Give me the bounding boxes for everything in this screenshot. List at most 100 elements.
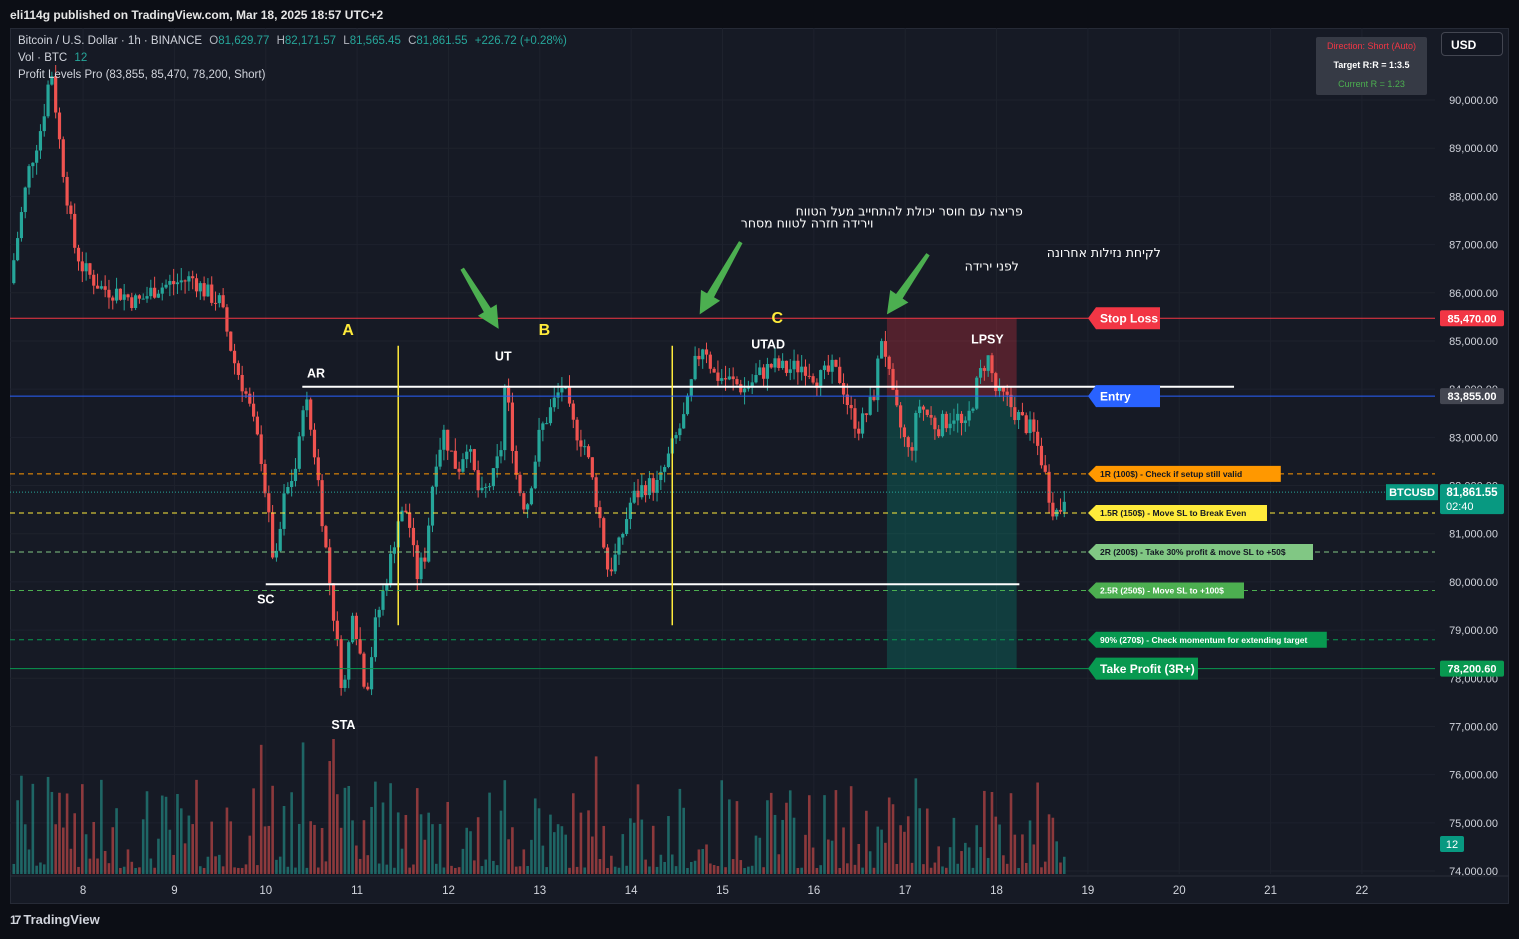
candle-body: [792, 360, 796, 370]
volume-bar: [937, 846, 940, 874]
volume-bar: [309, 821, 312, 874]
volume-bar: [549, 814, 552, 874]
candle-body: [423, 557, 427, 562]
volume-bar: [495, 865, 499, 874]
candle-body: [134, 295, 138, 308]
candle-body: [522, 493, 526, 510]
volume-bar: [50, 791, 54, 874]
volume-bar: [454, 867, 457, 874]
volume-bar: [545, 867, 548, 874]
1.5r-tag: 1.5R (150$) - Move SL to Break Even: [1088, 504, 1267, 521]
tradingview-brand[interactable]: 17 TradingView: [10, 912, 100, 927]
volume-bar: [73, 813, 77, 874]
currency-button[interactable]: USD: [1441, 32, 1503, 56]
volume-bar: [442, 867, 446, 874]
volume-bar: [617, 867, 621, 874]
current-r-text: Current R = 1.23: [1338, 79, 1405, 89]
volume-bar: [648, 866, 651, 874]
symbol-tag: BTCUSD: [1389, 487, 1435, 499]
volume-bar: [834, 790, 838, 874]
volume-bar: [160, 795, 164, 874]
annotation-arrow-icon: [886, 253, 930, 315]
candle-body: [674, 435, 678, 439]
volume-bar: [381, 802, 385, 874]
volume-bar: [781, 819, 784, 874]
candle-body: [95, 285, 100, 289]
annotation-arrow-icon: [460, 267, 499, 329]
volume-legend: Vol · BTC 12: [18, 52, 87, 64]
stop-loss-tag-bg: [1088, 307, 1160, 330]
volume-bar: [518, 866, 522, 874]
volume-bar: [712, 865, 716, 874]
volume-bar: [925, 808, 929, 874]
volume-bar: [65, 793, 69, 874]
candle-body: [902, 427, 907, 438]
volume-bar: [202, 867, 206, 874]
90pct-tag-bg: [1088, 631, 1327, 648]
candle-body: [293, 468, 298, 482]
candle-body: [822, 365, 827, 371]
candle-body: [659, 471, 663, 480]
annotation-text: לקיחת נזילות אחרונה: [1047, 245, 1161, 260]
volume-bar: [259, 744, 263, 874]
annotation-text: וירידה חזרה לטווח מסחר: [741, 216, 874, 231]
volume-bar: [948, 847, 952, 874]
time-tick-label: 13: [533, 885, 546, 897]
volume-bar: [903, 831, 906, 874]
candle-body: [54, 76, 58, 113]
candle-body: [271, 512, 275, 558]
volume-bar: [473, 860, 476, 874]
time-tick-label: 22: [1356, 885, 1369, 897]
volume-bar: [210, 821, 214, 874]
candle-body: [921, 406, 926, 410]
candle-body: [316, 457, 320, 481]
candle-body: [891, 368, 895, 390]
volume-bar: [244, 864, 248, 874]
volume-bar: [282, 805, 286, 874]
candle-body: [80, 261, 84, 272]
candle-body: [76, 247, 81, 262]
candle-body: [819, 370, 823, 388]
volume-bar: [796, 867, 800, 874]
annotation-text: לפני ירידה: [965, 259, 1019, 274]
volume-bar: [1009, 793, 1013, 874]
candle-body: [19, 212, 24, 239]
candle-body: [788, 369, 792, 373]
candle-body: [446, 429, 450, 451]
volume-bar: [663, 861, 666, 874]
time-tick-label: 18: [990, 885, 1003, 897]
volume-bar: [252, 788, 255, 874]
price-chart[interactable]: Stop Loss Entry 1R (100$) - Check if setup…: [10, 28, 1509, 904]
candle-body: [408, 512, 412, 528]
candle-body: [137, 295, 142, 299]
rr-info-box: Direction: Short (Auto) Target R:R = 1:3…: [1316, 37, 1427, 95]
volume-bar: [225, 807, 229, 874]
time-tick-label: 15: [716, 885, 729, 897]
volume-bar: [328, 761, 332, 874]
candle-body: [701, 349, 705, 360]
volume-bar: [788, 790, 792, 874]
volume-bar: [511, 827, 514, 874]
volume-bar: [1013, 834, 1017, 874]
brand-name: TradingView: [23, 912, 100, 927]
volume-bar: [103, 850, 107, 874]
volume-bar: [480, 866, 484, 874]
candle-body: [419, 557, 423, 580]
candle-body: [411, 527, 416, 546]
volume-bar: [1059, 862, 1062, 874]
event-label: SC: [257, 593, 274, 607]
volume-bar: [446, 801, 450, 874]
candle-body: [465, 451, 469, 460]
volume-bar: [267, 825, 271, 874]
volume-bar: [526, 866, 529, 874]
candle-body: [92, 274, 96, 286]
volume-bar: [830, 840, 834, 874]
candle-body: [449, 450, 454, 452]
event-label: STA: [331, 718, 355, 732]
volume-bar: [187, 815, 191, 874]
candle-body: [480, 487, 484, 491]
volume-bar: [396, 812, 400, 874]
volume-bar: [868, 851, 872, 874]
volume-bar: [887, 797, 891, 874]
annotation-text: פריצה עם חוסר יכולת להתחייב מעל הטווח: [796, 204, 1023, 219]
